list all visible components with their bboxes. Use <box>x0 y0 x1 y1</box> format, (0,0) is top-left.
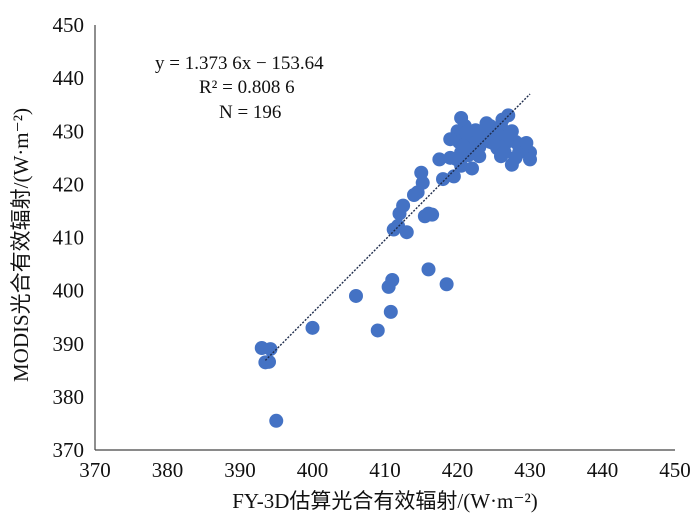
y-tick-label: 420 <box>53 172 85 196</box>
x-tick-label: 380 <box>152 458 184 482</box>
y-tick-label: 440 <box>53 66 85 90</box>
data-point <box>269 413 284 428</box>
data-point <box>508 150 523 165</box>
data-point <box>439 277 454 292</box>
x-axis-title: FY-3D估算光合有效辐射/(W·m⁻²) <box>232 489 538 513</box>
data-point <box>396 198 411 213</box>
data-point <box>262 354 276 369</box>
x-tick-label: 400 <box>297 458 329 482</box>
y-tick-label: 450 <box>53 13 85 37</box>
data-point <box>497 145 512 160</box>
data-point <box>475 133 490 148</box>
x-tick-label: 440 <box>587 458 619 482</box>
data-point <box>501 128 516 143</box>
y-tick-label: 370 <box>53 438 85 462</box>
trendline <box>264 93 531 361</box>
data-point <box>519 135 534 150</box>
data-point <box>446 169 461 184</box>
x-tick-label: 390 <box>224 458 256 482</box>
tick-labels: 370 380 390 400 410 420 430 440 450 370 380 390 400 4… <box>53 13 691 482</box>
data-point <box>383 304 398 319</box>
data-point <box>370 323 385 338</box>
x-tick-label: 420 <box>442 458 474 482</box>
data-point <box>263 342 278 357</box>
data-point <box>349 288 363 303</box>
data-point <box>443 132 458 147</box>
data-points <box>254 108 537 428</box>
data-point <box>399 225 414 240</box>
data-point <box>523 152 537 167</box>
data-point <box>432 152 447 167</box>
data-point <box>385 273 400 287</box>
data-point <box>415 175 430 190</box>
data-point <box>483 118 498 133</box>
data-point <box>421 262 436 277</box>
data-point <box>425 207 440 222</box>
data-point <box>495 112 510 127</box>
n-label: N = 196 <box>219 102 281 123</box>
y-tick-label: 390 <box>53 332 85 356</box>
y-tick-label: 400 <box>53 279 85 303</box>
x-tick-label: 370 <box>79 458 111 482</box>
x-tick-label: 410 <box>369 458 401 482</box>
y-tick-label: 380 <box>53 385 85 409</box>
x-tick-label: 450 <box>659 458 691 482</box>
data-point <box>465 161 479 176</box>
x-tick-label: 430 <box>514 458 546 482</box>
y-axis-title: MODIS光合有效辐射/(W·m⁻²) <box>9 108 33 382</box>
data-point <box>436 172 450 187</box>
y-tick-label: 430 <box>53 119 85 143</box>
data-point <box>472 149 487 164</box>
y-tick-label: 410 <box>53 226 85 250</box>
r-squared-label: R² = 0.808 6 <box>199 77 295 98</box>
equation-label: y = 1.373 6x − 153.64 <box>155 53 324 74</box>
data-point <box>449 151 464 166</box>
data-point <box>459 125 474 140</box>
data-point <box>456 139 471 154</box>
data-point <box>305 320 320 335</box>
